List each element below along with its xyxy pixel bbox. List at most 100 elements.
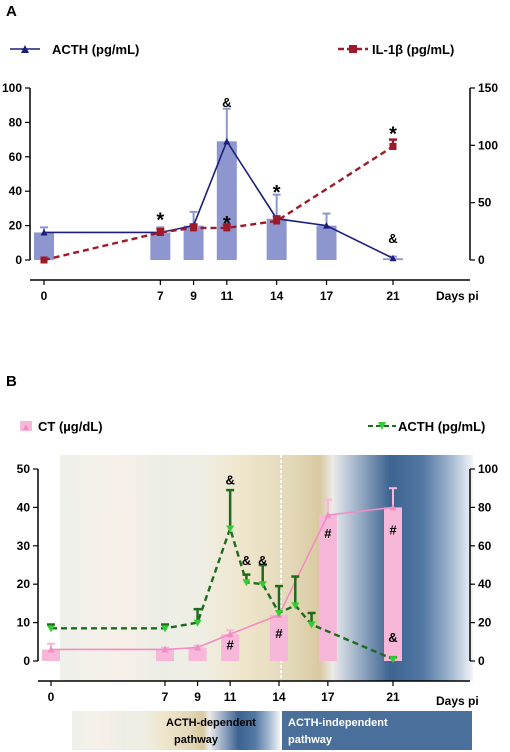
annotation: & bbox=[258, 553, 267, 568]
series-marker bbox=[324, 511, 332, 519]
x-tick-label: 21 bbox=[386, 690, 400, 704]
series-marker bbox=[40, 228, 48, 236]
y-left-tick-label: 40 bbox=[9, 184, 23, 198]
series-marker bbox=[389, 254, 397, 262]
y-left-tick-label: 50 bbox=[17, 462, 31, 476]
y-right-tick-label: 100 bbox=[478, 462, 498, 476]
series-marker bbox=[47, 645, 55, 653]
panel-a-letter: A bbox=[6, 3, 17, 20]
legend-a-acth-triangle-icon bbox=[21, 45, 29, 53]
y-left-tick-label: 40 bbox=[17, 500, 31, 514]
annotation: # bbox=[324, 526, 332, 541]
panel-b-letter: B bbox=[6, 373, 17, 390]
x-tick-label: 11 bbox=[224, 690, 237, 704]
y-left-tick-label: 10 bbox=[17, 616, 31, 630]
y-left-tick-label: 100 bbox=[2, 81, 22, 95]
x-tick-label: 17 bbox=[321, 690, 335, 704]
pathway-band-dependent bbox=[72, 711, 280, 750]
series-2-marker bbox=[307, 621, 316, 629]
bar bbox=[221, 634, 240, 661]
bar bbox=[150, 232, 171, 260]
panel-b-background bbox=[60, 455, 473, 681]
legend-a-il: IL-1β (pg/mL) bbox=[338, 42, 454, 57]
independent-label-1: ACTH-independent bbox=[288, 717, 388, 729]
annotation: * bbox=[273, 182, 281, 204]
independent-label-2: pathway bbox=[288, 734, 333, 746]
legend-b-acth: ACTH (pg/mL) bbox=[368, 419, 485, 434]
bar bbox=[34, 232, 54, 260]
y-right-tick-label: 100 bbox=[478, 138, 498, 152]
pathway-band-independent bbox=[282, 711, 472, 750]
series-line-2 bbox=[51, 524, 394, 661]
days-b-label: Days pi bbox=[436, 694, 479, 708]
series-2-marker bbox=[156, 228, 164, 236]
bar bbox=[183, 225, 204, 260]
x-tick-label: 9 bbox=[190, 289, 197, 303]
legend-a-acth-label: ACTH (pg/mL) bbox=[52, 42, 139, 57]
series-2-marker bbox=[47, 625, 55, 633]
series-marker bbox=[323, 222, 331, 229]
series-2-marker bbox=[40, 256, 48, 264]
series-2-marker bbox=[275, 610, 283, 617]
series-marker bbox=[161, 645, 169, 653]
series-marker bbox=[226, 630, 234, 638]
series-2-marker bbox=[242, 579, 251, 587]
series-2-marker bbox=[193, 619, 202, 627]
series-2-marker bbox=[389, 142, 397, 150]
bar bbox=[266, 218, 287, 260]
annotation: # bbox=[227, 637, 235, 652]
annotation: * bbox=[389, 124, 397, 146]
series-2-marker bbox=[190, 224, 198, 232]
y-left-tick-label: 0 bbox=[15, 253, 22, 267]
annotation: * bbox=[156, 210, 164, 232]
series-marker bbox=[194, 644, 202, 651]
x-tick-label: 9 bbox=[194, 690, 201, 704]
x-tick-label: 17 bbox=[320, 289, 334, 303]
panel-a: A ACTH (pg/mL) IL-1β (pg/mL) 0 20 40 60 80 10… bbox=[2, 3, 498, 303]
legend-a-il-square-icon bbox=[349, 45, 357, 53]
bar bbox=[384, 507, 402, 661]
panel-b: B CT (µg/dL) ACTH (pg/mL) 0 10 20 30 40 50 0 20… bbox=[6, 373, 498, 750]
series-2-marker bbox=[223, 224, 231, 232]
dependent-label-2: pathway bbox=[174, 734, 219, 746]
legend-b-ct-triangle-icon bbox=[23, 424, 29, 430]
y-left-tick-label: 20 bbox=[9, 219, 23, 233]
legend-b-acth-label: ACTH (pg/mL) bbox=[398, 419, 485, 434]
series-2-marker bbox=[161, 625, 169, 633]
dependent-label-1: ACTH-dependent bbox=[166, 717, 256, 729]
y-right-tick-label: 80 bbox=[478, 500, 492, 514]
y-left-tick-label: 20 bbox=[17, 577, 31, 591]
bar bbox=[42, 649, 60, 661]
x-tick-label: 0 bbox=[41, 289, 48, 303]
annotation: & bbox=[242, 553, 251, 568]
x-tick-label: 14 bbox=[270, 289, 284, 303]
bar bbox=[188, 647, 207, 661]
x-tick-label: 7 bbox=[162, 690, 169, 704]
legend-a-acth: ACTH (pg/mL) bbox=[10, 42, 139, 57]
series-2-marker bbox=[226, 525, 235, 533]
annotation: & bbox=[388, 630, 397, 645]
series-2-marker bbox=[389, 656, 397, 664]
x-tick-label: 7 bbox=[157, 289, 164, 303]
annotation: # bbox=[275, 626, 283, 641]
x-tick-label: 21 bbox=[386, 289, 400, 303]
days-a-label: Days pi bbox=[436, 289, 479, 303]
y-right-tick-label: 0 bbox=[478, 253, 485, 267]
y-left-tick-label: 60 bbox=[9, 150, 23, 164]
y-left-tick-label: 30 bbox=[17, 539, 31, 553]
annotation: & bbox=[388, 231, 397, 246]
bar bbox=[216, 141, 237, 260]
annotation: # bbox=[389, 522, 397, 537]
annotation: & bbox=[222, 95, 231, 110]
bar bbox=[156, 649, 174, 661]
series-2-marker bbox=[273, 217, 281, 225]
y-left-tick-label: 80 bbox=[9, 115, 23, 129]
series-marker bbox=[389, 503, 397, 511]
annotation: * bbox=[223, 213, 231, 235]
bar bbox=[270, 614, 288, 661]
annotation: & bbox=[225, 472, 234, 487]
bar bbox=[318, 515, 337, 661]
legend-b-ct: CT (µg/dL) bbox=[20, 419, 103, 434]
